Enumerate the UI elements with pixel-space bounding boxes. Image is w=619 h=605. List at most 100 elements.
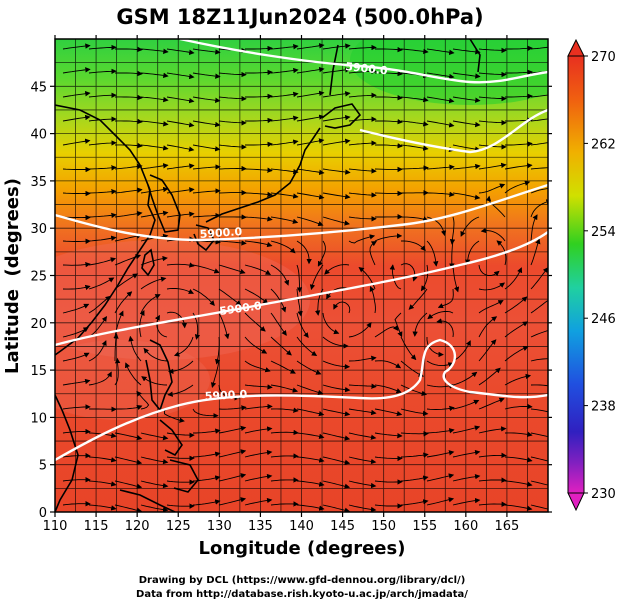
streamline [270, 360, 296, 374]
streamline [375, 70, 403, 77]
streamline [452, 144, 481, 152]
streamline [115, 405, 143, 411]
streamline [140, 294, 161, 314]
streamline [214, 336, 221, 365]
streamline [530, 480, 548, 486]
streamline [296, 43, 325, 50]
contour-5900-low [55, 338, 548, 462]
x-tick-label: 140 [289, 519, 314, 534]
streamline [426, 120, 455, 128]
streamline [401, 240, 426, 252]
y-axis: 0 5 10 15 20 25 30 35 40 45 [30, 80, 552, 521]
streamline [115, 46, 143, 53]
streamline [114, 94, 143, 101]
streamline [530, 358, 548, 362]
streamline [296, 336, 318, 356]
streamline [218, 264, 246, 275]
streamline [400, 216, 429, 222]
streamline [114, 142, 143, 149]
streamline [530, 238, 541, 266]
footer-credit-dcl: Drawing by DCL (https://www.gfd-dennou.o… [139, 575, 466, 586]
streamline [400, 96, 429, 103]
streamline [218, 144, 247, 150]
contour-label: 5900.0 [199, 225, 243, 241]
streamline [504, 345, 529, 362]
streamline [166, 503, 195, 509]
streamline [530, 94, 548, 98]
streamline [400, 475, 429, 482]
streamline [296, 360, 322, 375]
streamline [426, 216, 447, 237]
streamline [348, 192, 377, 198]
streamline [140, 48, 169, 54]
streamline [62, 303, 90, 314]
streamline [374, 360, 402, 369]
streamline [530, 187, 548, 194]
y-tick-label: 30 [30, 222, 47, 237]
streamline [128, 335, 142, 362]
streamline [168, 360, 194, 374]
streamline [62, 501, 91, 507]
streamline [296, 192, 325, 200]
streamline [452, 48, 481, 55]
streamline [348, 480, 377, 489]
streamline [478, 452, 507, 458]
streamline [322, 114, 351, 122]
streamline [530, 46, 548, 50]
streamline [62, 43, 91, 50]
streamline [375, 95, 403, 101]
coast-kamchatka [469, 39, 481, 73]
streamline [426, 383, 455, 389]
streamline [88, 212, 117, 219]
streamline [218, 165, 247, 172]
streamline [504, 321, 529, 338]
streamline [270, 168, 299, 175]
colorbar-tick-label: 246 [591, 312, 616, 327]
streamline [530, 408, 548, 413]
streamline [62, 190, 91, 197]
streamline [296, 432, 325, 439]
streamline [322, 216, 350, 226]
streamline [192, 499, 221, 506]
streamline [192, 48, 221, 55]
streamline [244, 384, 273, 390]
streamline [530, 214, 538, 242]
plot-area: 5900.0 5900.0 5900.0 5900.0 [55, 39, 548, 512]
streamline [218, 240, 247, 246]
streamline [114, 233, 143, 242]
streamline [505, 69, 533, 76]
streamline [296, 114, 325, 122]
streamline [394, 312, 403, 338]
streamline [244, 240, 273, 248]
streamline [192, 96, 221, 104]
streamline [270, 192, 299, 199]
streamline [245, 69, 273, 76]
streamline [400, 431, 429, 437]
streamline [478, 120, 507, 126]
x-axis: 110 115 120 125 130 135 140 145 150 155 160 165 [43, 35, 519, 534]
streamline [375, 46, 403, 53]
streamline [504, 267, 523, 290]
streamline [369, 241, 377, 266]
streamline [464, 240, 480, 265]
streamline [408, 288, 428, 310]
contour-label: 5900.0 [345, 60, 389, 77]
streamline [192, 120, 221, 128]
streamline [322, 408, 351, 417]
y-tick-label: 35 [30, 175, 47, 190]
streamline [124, 362, 142, 386]
x-tick-label: 150 [371, 519, 396, 534]
streamline [348, 432, 377, 440]
streamline [530, 199, 548, 218]
streamline [530, 384, 548, 387]
streamline [400, 144, 429, 151]
streamline [426, 72, 455, 80]
streamline [478, 316, 498, 338]
colorbar-tick-label: 254 [591, 225, 616, 240]
y-axis-label: Latitude (degrees) [2, 178, 23, 374]
streamline [296, 288, 303, 317]
chart-title: GSM 18Z11Jun2024 (500.0hPa) [116, 5, 483, 29]
streamline [348, 44, 377, 51]
y-tick-label: 45 [30, 80, 47, 95]
streamline [140, 210, 169, 218]
